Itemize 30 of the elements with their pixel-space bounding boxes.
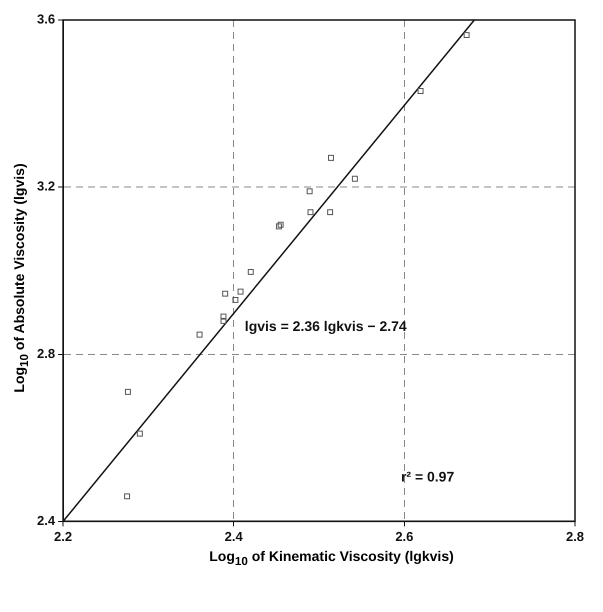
y-tick-label: 2.8 [36,346,56,361]
point [328,154,334,161]
point [124,388,131,395]
point [220,318,226,324]
point [136,430,143,437]
point [327,209,334,216]
point [306,188,313,194]
x-tick-label: 2.8 [566,528,584,544]
point [232,296,238,303]
annotation: r² = 0.97 [400,468,454,484]
point [278,222,284,228]
point [222,290,228,297]
y-tick-label: 2.4 [36,512,56,528]
point [418,88,424,94]
point [308,209,314,216]
point [464,32,470,38]
annotation: lgvis = 2.36 lgkvis − 2.74 [244,318,407,334]
x-tick-label: 2.6 [395,528,414,544]
point [248,268,254,275]
point [352,176,358,182]
y-tick-label: 3.6 [36,12,56,27]
x-axis-title: Log$_{10}$ of Kinematic Viscosity (lgkvis) [208,548,455,568]
point [238,288,244,295]
point [124,493,130,500]
y-tick-label: 3.2 [36,178,56,194]
x-tick-label: 2.4 [224,528,244,544]
point [196,332,203,338]
point [276,223,282,230]
point [220,314,226,320]
x-tick-label: 2.2 [54,528,72,544]
